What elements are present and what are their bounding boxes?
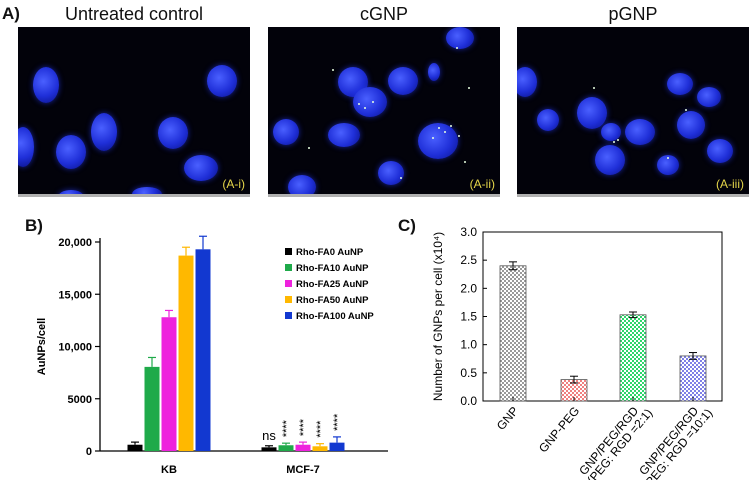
chart-c-y-tick-label: 3.0 — [460, 225, 477, 239]
chart-c-y-tick-label: 2.5 — [460, 253, 477, 267]
chart-b-bar — [278, 445, 294, 451]
chart-b-bar — [195, 249, 211, 451]
chart-b-y-tick-label: 5000 — [68, 394, 92, 406]
chart-b-bar — [161, 317, 177, 451]
chart-b-annotation: ns — [262, 428, 276, 443]
chart-b-legend-label: Rho-FA10 AuNP — [296, 263, 369, 274]
chart-b-y-tick-label: 10,000 — [58, 342, 92, 354]
chart-c-y-tick-label: 2.0 — [460, 281, 477, 295]
micrograph-pgnp: (A-iii) — [517, 27, 749, 197]
chart-c-y-tick-label: 1.5 — [460, 310, 477, 324]
chart-b-bar — [127, 444, 143, 451]
chart-c-bar — [499, 265, 527, 402]
panel-c-label: C) — [398, 216, 416, 235]
chart-c-y-axis-label: Number of GNPs per cell (x10⁴) — [431, 232, 445, 401]
panel-a-label: A) — [2, 4, 20, 23]
micrograph-title-untreated: Untreated control — [64, 4, 204, 24]
chart-b-bar — [261, 447, 277, 451]
chart-b-bar — [329, 442, 345, 451]
micrograph-untreated: (A-i) — [18, 27, 250, 197]
micrograph-cgnp: (A-ii) — [268, 27, 500, 197]
chart-b-bar — [178, 255, 194, 451]
micrograph-title-pgnp: pGNP — [608, 4, 658, 24]
chart-b-y-tick-label: 15,000 — [58, 289, 92, 301]
chart-b-annotation: **** — [281, 419, 293, 437]
chart-b-y-tick-label: 0 — [86, 446, 92, 458]
chart-b-y-axis-label: AuNPs/cell — [36, 318, 48, 375]
chart-b-legend-label: Rho-FA0 AuNP — [296, 247, 364, 258]
chart-c-bar — [619, 314, 647, 402]
chart-b-legend-label: Rho-FA50 AuNP — [296, 295, 369, 306]
chart-c-y-tick-label: 0.0 — [460, 394, 477, 408]
chart-b-annotation: **** — [298, 418, 310, 436]
chart-b-legend-swatch — [285, 312, 292, 319]
chart-c-y-tick-label: 0.5 — [460, 366, 477, 380]
chart-b-bar — [144, 366, 160, 451]
chart-b-legend-swatch — [285, 296, 292, 303]
chart-b-legend-swatch — [285, 264, 292, 271]
chart-b-category-label: MCF-7 — [286, 464, 320, 476]
micrograph-tag-a-i: (A-i) — [222, 177, 245, 191]
panel-b-label: B) — [25, 216, 43, 235]
chart-b-bar — [312, 446, 328, 451]
chart-b-bar — [295, 444, 311, 451]
chart-c-bar — [679, 355, 707, 402]
chart-b-y-tick-label: 20,000 — [58, 237, 92, 249]
chart-c-y-tick-label: 1.0 — [460, 338, 477, 352]
micrograph-tag-a-iii: (A-iii) — [716, 177, 744, 191]
chart-c-category-label: GNP-PEG — [536, 404, 582, 455]
chart-b-legend-label: Rho-FA25 AuNP — [296, 279, 369, 290]
chart-b-legend-swatch — [285, 280, 292, 287]
chart-b-annotation: **** — [332, 413, 344, 431]
chart-b-legend-label: Rho-FA100 AuNP — [296, 311, 374, 322]
chart-b-category-label: KB — [161, 464, 177, 476]
micrograph-title-cgnp: cGNP — [359, 4, 408, 24]
chart-c-category-label: GNP — [494, 404, 521, 433]
chart-b-legend-swatch — [285, 248, 292, 255]
micrograph-tag-a-ii: (A-ii) — [469, 177, 495, 191]
chart-b-annotation: **** — [315, 420, 327, 438]
